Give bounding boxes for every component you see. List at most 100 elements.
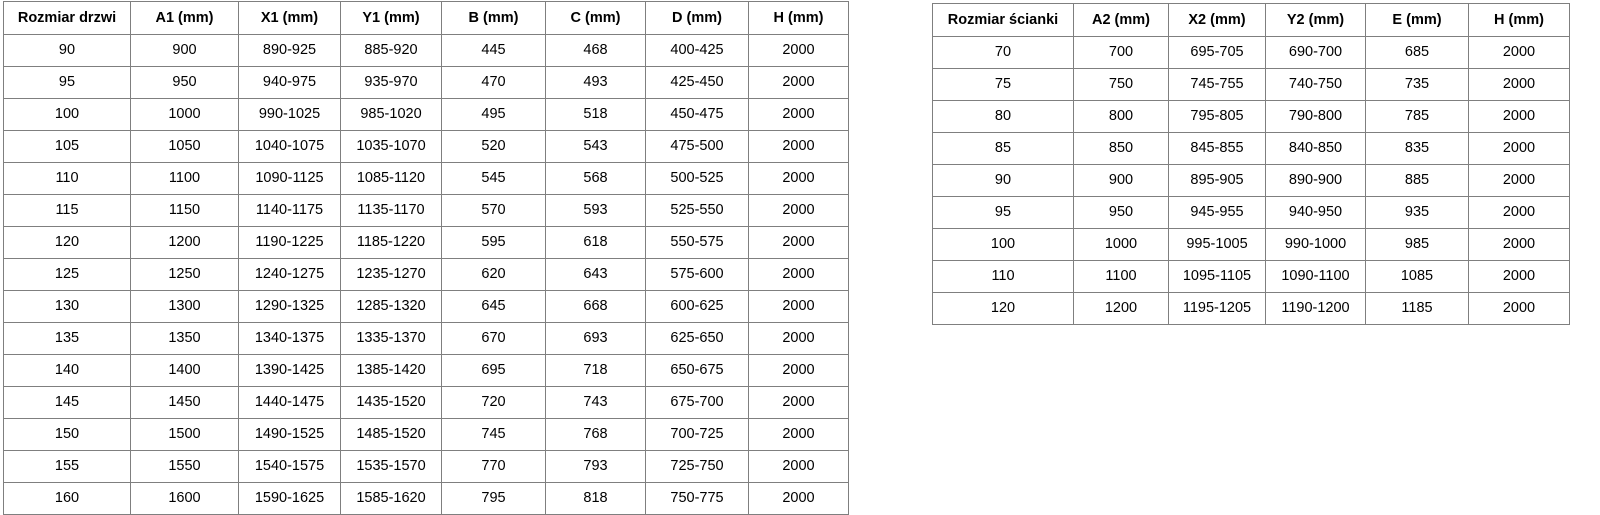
- table-cell: 145: [3, 386, 131, 419]
- table-cell: 518: [545, 98, 646, 131]
- wall-table-body: 70 700 695-705 690-700 685 2000 75 750 745-755 74…: [932, 36, 1570, 325]
- table-cell: 845-855: [1168, 132, 1266, 165]
- table-cell: 2000: [748, 226, 849, 259]
- door-table-body: 90 900 890-925 885-920 445 468 400-425 2000 95 95…: [3, 34, 849, 515]
- table-cell: 745: [441, 418, 546, 451]
- table-cell: 1240-1275: [238, 258, 341, 291]
- table-cell: 1090-1100: [1265, 260, 1366, 293]
- table-cell: 890-925: [238, 34, 341, 67]
- table-cell: 1540-1575: [238, 450, 341, 483]
- table-cell: 685: [1365, 36, 1469, 69]
- table-cell: 2000: [748, 34, 849, 67]
- table-cell: 885: [1365, 164, 1469, 197]
- table-cell: 70: [932, 36, 1074, 69]
- table-cell: 1085-1120: [340, 162, 442, 195]
- table-cell: 850: [1073, 132, 1169, 165]
- table-cell: 110: [3, 162, 131, 195]
- table-cell: 650-675: [645, 354, 749, 387]
- table-cell: 105: [3, 130, 131, 163]
- table-cell: 1300: [130, 290, 239, 323]
- table-cell: 745-755: [1168, 68, 1266, 101]
- table-row: 75 750 745-755 740-750 735 2000: [932, 68, 1570, 101]
- table-cell: 895-905: [1168, 164, 1266, 197]
- table-row: 95 950 940-975 935-970 470 493 425-450 2000: [3, 66, 849, 99]
- table-cell: 2000: [748, 194, 849, 227]
- table-cell: 2000: [748, 130, 849, 163]
- table-cell: 990-1000: [1265, 228, 1366, 261]
- table-cell: 935-970: [340, 66, 442, 99]
- table-cell: 1190-1225: [238, 226, 341, 259]
- table-row: 100 1000 990-1025 985-1020 495 518 450-475 2000: [3, 98, 849, 131]
- table-cell: 2000: [748, 386, 849, 419]
- table-cell: 2000: [1468, 228, 1570, 261]
- table-cell: 1185: [1365, 292, 1469, 325]
- table-cell: 1485-1520: [340, 418, 442, 451]
- table-header-row: Rozmiar ścianki A2 (mm) X2 (mm) Y2 (mm) E (m…: [932, 3, 1570, 37]
- table-cell: 520: [441, 130, 546, 163]
- table-cell: 625-650: [645, 322, 749, 355]
- table-cell: 793: [545, 450, 646, 483]
- table-cell: 725-750: [645, 450, 749, 483]
- table-cell: 90: [932, 164, 1074, 197]
- table-cell: 85: [932, 132, 1074, 165]
- table-row: 145 1450 1440-1475 1435-1520 720 743 675-700 20…: [3, 386, 849, 419]
- table-cell: 550-575: [645, 226, 749, 259]
- table-cell: 1340-1375: [238, 322, 341, 355]
- table-cell: 2000: [748, 322, 849, 355]
- table-cell: 120: [932, 292, 1074, 325]
- table-cell: 95: [932, 196, 1074, 229]
- table-cell: 675-700: [645, 386, 749, 419]
- table-cell: 593: [545, 194, 646, 227]
- table-row: 150 1500 1490-1525 1485-1520 745 768 700-725 20…: [3, 418, 849, 451]
- table-cell: 543: [545, 130, 646, 163]
- table-cell: 1400: [130, 354, 239, 387]
- table-cell: 2000: [748, 482, 849, 515]
- column-header-door-2: X1 (mm): [238, 1, 341, 35]
- table-row: 110 1100 1090-1125 1085-1120 545 568 500-525 20…: [3, 162, 849, 195]
- table-cell: 1440-1475: [238, 386, 341, 419]
- table-cell: 800: [1073, 100, 1169, 133]
- table-cell: 1350: [130, 322, 239, 355]
- table-row: 160 1600 1590-1625 1585-1620 795 818 750-775 20…: [3, 482, 849, 515]
- column-header-door-1: A1 (mm): [130, 1, 239, 35]
- table-row: 95 950 945-955 940-950 935 2000: [932, 196, 1570, 229]
- table-cell: 130: [3, 290, 131, 323]
- table-cell: 1050: [130, 130, 239, 163]
- column-header-door-6: D (mm): [645, 1, 749, 35]
- table-cell: 575-600: [645, 258, 749, 291]
- table-cell: 2000: [1468, 196, 1570, 229]
- table-cell: 700: [1073, 36, 1169, 69]
- table-cell: 2000: [1468, 36, 1570, 69]
- table-cell: 1490-1525: [238, 418, 341, 451]
- table-cell: 570: [441, 194, 546, 227]
- table-cell: 668: [545, 290, 646, 323]
- column-header-door-7: H (mm): [748, 1, 849, 35]
- table-cell: 90: [3, 34, 131, 67]
- table-cell: 155: [3, 450, 131, 483]
- table-cell: 900: [1073, 164, 1169, 197]
- table-cell: 985: [1365, 228, 1469, 261]
- table-cell: 735: [1365, 68, 1469, 101]
- table-cell: 2000: [748, 98, 849, 131]
- table-cell: 2000: [1468, 164, 1570, 197]
- column-header-door-3: Y1 (mm): [340, 1, 442, 35]
- table-cell: 2000: [748, 354, 849, 387]
- table-row: 130 1300 1290-1325 1285-1320 645 668 600-625 20…: [3, 290, 849, 323]
- table-cell: 493: [545, 66, 646, 99]
- table-cell: 840-850: [1265, 132, 1366, 165]
- table-cell: 743: [545, 386, 646, 419]
- table-cell: 690-700: [1265, 36, 1366, 69]
- table-cell: 740-750: [1265, 68, 1366, 101]
- table-cell: 693: [545, 322, 646, 355]
- column-header-wall-4: E (mm): [1365, 3, 1469, 37]
- table-row: 105 1050 1040-1075 1035-1070 520 543 475-500 20…: [3, 130, 849, 163]
- table-cell: 995-1005: [1168, 228, 1266, 261]
- table-cell: 1185-1220: [340, 226, 442, 259]
- table-cell: 470: [441, 66, 546, 99]
- table-cell: 2000: [748, 450, 849, 483]
- table-row: 140 1400 1390-1425 1385-1420 695 718 650-675 20…: [3, 354, 849, 387]
- door-table-header: Rozmiar drzwi A1 (mm) X1 (mm) Y1 (mm) B (mm)…: [3, 1, 849, 35]
- table-cell: 1150: [130, 194, 239, 227]
- column-header-wall-2: X2 (mm): [1168, 3, 1266, 37]
- table-cell: 140: [3, 354, 131, 387]
